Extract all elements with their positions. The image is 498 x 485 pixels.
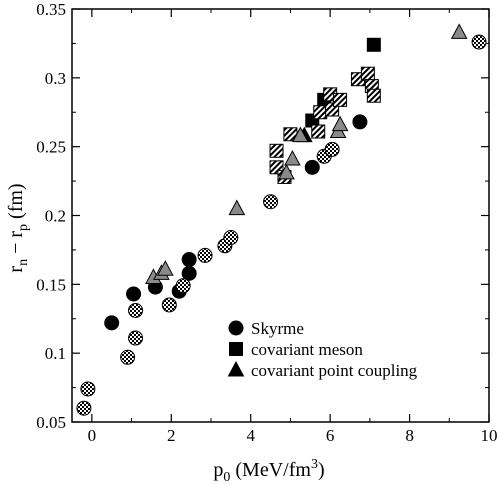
triangle-point [284,149,301,166]
x-tick-label: 6 [326,426,335,445]
square-point [313,105,328,120]
circle-point [223,230,239,246]
y-title-r2: − r [5,231,27,259]
y-tick-label: 0.2 [45,207,66,226]
y-tick-label: 0.1 [45,344,66,363]
circle-point [304,159,320,175]
triangle-point [450,23,468,39]
axis-ticks: 0 2 4 6 8 10 0.05 0.1 0.15 0.2 0.25 0.3 0.35 [36,0,497,445]
triangle-point [156,260,174,276]
y-tick-label: 0.15 [36,275,66,294]
circle-point [128,330,144,346]
x-tick-label: 0 [88,426,97,445]
x-tick-label: 2 [167,426,176,445]
x-title-tail: ) [318,459,325,481]
y-tick-label: 0.25 [36,138,66,157]
x-title-sub: 0 [223,470,230,485]
y-title-r1: r [5,266,27,273]
circle-point [352,114,368,130]
legend-marker-circle [228,320,244,336]
y-tick-label: 0.05 [36,413,66,432]
legend-marker-triangle [227,360,245,377]
circle-point [120,349,136,365]
y-axis-title: rn − rp (fm) [5,183,31,272]
y-tick-label: 0.35 [36,0,66,19]
x-tick-label: 10 [481,426,498,445]
square-point [269,143,284,158]
circle-point [104,315,120,331]
circle-point [324,141,340,157]
circle-point [471,34,487,50]
circle-point [128,302,144,318]
circle-point [126,286,142,302]
x-tick-label: 8 [405,426,414,445]
square-point [366,88,381,103]
y-title-sub-n: n [16,259,31,266]
circle-point [181,265,197,281]
y-tick-label: 0.3 [45,69,66,88]
circle-point [175,278,191,294]
square-point [333,92,348,107]
triangle-point [278,163,295,180]
square-point [311,124,326,139]
circle-point [263,194,279,210]
y-title-sub-p: p [16,224,31,231]
legend-label-circle: Skyrme [251,319,304,338]
legend-label-square: covariant meson [251,340,363,359]
circle-point [80,381,96,397]
square-point [360,66,375,81]
x-title-text: (MeV/fm [230,459,311,481]
y-title-unit: (fm) [5,183,27,224]
circle-point [197,247,213,263]
x-axis-title: p0 (MeV/fm3) [213,457,324,485]
x-tick-label: 4 [246,426,255,445]
legend: Skyrme covariant meson covariant point cou… [227,319,418,380]
x-title-base: p [213,459,223,481]
legend-label-triangle: covariant point coupling [251,361,418,380]
circle-point [76,400,92,416]
legend-marker-square [229,342,243,356]
circle-point [181,252,197,268]
square-point [366,37,381,52]
circle-point [161,297,177,313]
triangle-point [228,199,246,216]
triangle-point [292,126,309,143]
data-points [76,23,487,416]
triangle-point [331,115,349,132]
x-title-sup: 3 [311,457,318,472]
